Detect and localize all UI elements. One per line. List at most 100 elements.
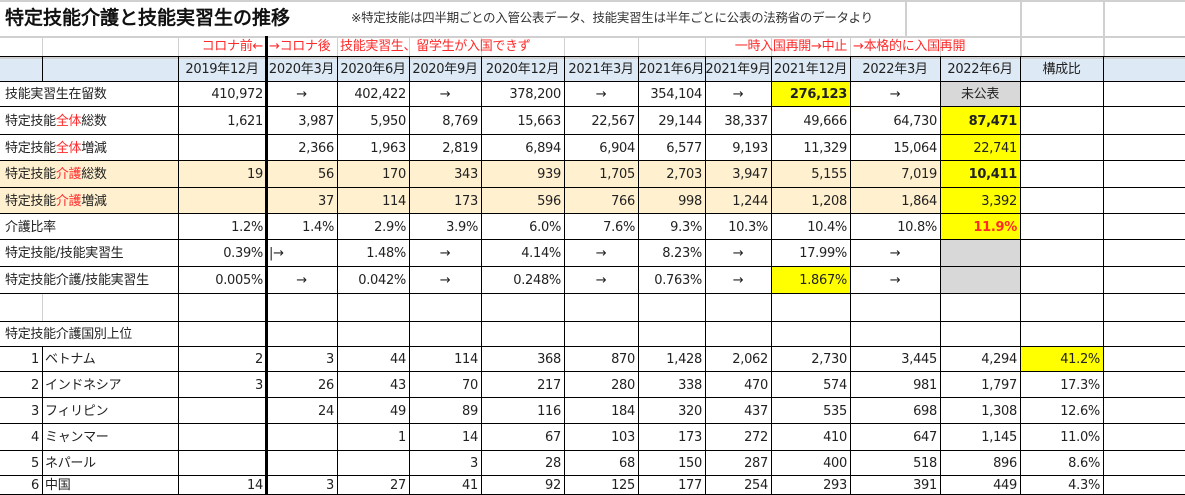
data-cell[interactable]: 9,193 <box>732 140 768 156</box>
data-cell[interactable]: 1,145 <box>981 430 1017 445</box>
data-cell[interactable]: 114 <box>454 352 478 367</box>
data-cell[interactable]: 22,741 <box>973 140 1017 156</box>
data-cell[interactable]: 410,972 <box>211 87 263 102</box>
data-cell[interactable]: 254 <box>744 478 768 493</box>
data-cell[interactable]: 2,062 <box>732 352 768 367</box>
data-cell[interactable]: 981 <box>913 377 937 393</box>
data-cell[interactable]: 41 <box>462 478 478 493</box>
data-cell[interactable]: 1,621 <box>227 113 263 129</box>
data-cell[interactable]: 2 <box>255 352 263 367</box>
data-cell[interactable]: 1,797 <box>981 377 1017 393</box>
data-cell[interactable] <box>1020 214 1103 240</box>
data-cell[interactable] <box>178 135 266 161</box>
data-cell[interactable]: 368 <box>537 352 561 367</box>
data-cell[interactable]: → <box>889 273 901 288</box>
data-cell[interactable]: 49,666 <box>803 113 847 129</box>
data-cell[interactable]: 1,963 <box>370 140 406 156</box>
data-cell[interactable]: 43 <box>390 377 406 393</box>
data-cell[interactable]: 177 <box>678 478 702 493</box>
data-cell[interactable]: 437 <box>744 403 768 419</box>
data-cell[interactable]: 1.48% <box>366 246 406 261</box>
data-cell[interactable]: → <box>296 273 307 288</box>
data-cell[interactable]: 7,019 <box>901 167 937 182</box>
data-cell[interactable]: 44 <box>390 352 406 367</box>
data-cell[interactable]: 11.0% <box>1060 430 1100 445</box>
data-cell[interactable]: 6.0% <box>529 219 561 235</box>
data-cell[interactable]: 5,950 <box>370 113 406 129</box>
data-cell[interactable]: 14 <box>247 478 263 493</box>
data-cell[interactable]: 116 <box>537 403 561 419</box>
data-cell[interactable]: 0.763% <box>654 273 702 288</box>
data-cell[interactable]: 9.3% <box>670 219 702 235</box>
data-cell[interactable]: 1.2% <box>231 219 263 235</box>
data-cell[interactable] <box>1020 267 1103 294</box>
data-cell[interactable]: 103 <box>611 430 635 445</box>
data-cell[interactable]: 4,294 <box>981 352 1017 367</box>
data-cell[interactable]: 3,445 <box>901 352 937 367</box>
data-cell[interactable]: 3 <box>326 478 334 493</box>
data-cell[interactable]: 470 <box>744 377 768 393</box>
data-cell[interactable]: 125 <box>611 478 635 493</box>
data-cell[interactable]: 391 <box>913 478 937 493</box>
data-cell[interactable]: 3,392 <box>981 193 1017 209</box>
data-cell[interactable]: |→ <box>269 246 284 261</box>
data-cell[interactable]: 10,411 <box>968 167 1018 182</box>
data-cell[interactable]: 7.6% <box>603 219 635 235</box>
data-cell[interactable]: 15,663 <box>517 113 561 129</box>
data-cell[interactable] <box>337 451 409 476</box>
data-cell[interactable] <box>940 267 1020 294</box>
data-cell[interactable]: 647 <box>913 430 937 445</box>
data-cell[interactable]: 26 <box>318 377 334 393</box>
data-cell[interactable]: 64,730 <box>893 113 937 129</box>
data-cell[interactable] <box>178 424 266 451</box>
data-cell[interactable]: 56 <box>318 167 334 182</box>
data-cell[interactable]: 3.9% <box>446 219 478 235</box>
data-cell[interactable]: 12.6% <box>1060 403 1100 419</box>
data-cell[interactable]: 2.9% <box>374 219 406 235</box>
data-cell[interactable]: 2,819 <box>442 140 478 156</box>
data-cell[interactable]: 8.23% <box>662 246 702 261</box>
data-cell[interactable]: 27 <box>390 478 406 493</box>
data-cell[interactable]: 10.8% <box>897 219 937 235</box>
data-cell[interactable]: 400 <box>823 456 847 471</box>
data-cell[interactable]: 320 <box>678 403 702 419</box>
data-cell[interactable]: 未公表 <box>960 87 1000 102</box>
data-cell[interactable]: 37 <box>318 193 334 209</box>
data-cell[interactable]: 2,703 <box>666 167 702 182</box>
data-cell[interactable] <box>1020 135 1103 161</box>
data-cell[interactable]: 19 <box>247 167 263 182</box>
data-cell[interactable]: 0.042% <box>358 273 406 288</box>
data-cell[interactable]: 293 <box>823 478 847 493</box>
data-cell[interactable] <box>1020 107 1103 135</box>
data-cell[interactable]: 698 <box>913 403 937 419</box>
data-cell[interactable]: 170 <box>382 167 406 182</box>
data-cell[interactable]: 0.248% <box>513 273 561 288</box>
data-cell[interactable]: 68 <box>619 456 635 471</box>
data-cell[interactable]: → <box>595 273 607 288</box>
data-cell[interactable]: 17.3% <box>1060 377 1100 393</box>
data-cell[interactable]: 402,422 <box>354 87 406 102</box>
data-cell[interactable]: 11,329 <box>803 140 847 156</box>
data-cell[interactable]: 1.4% <box>302 219 334 235</box>
data-cell[interactable]: 410 <box>823 430 847 445</box>
data-cell[interactable]: → <box>732 246 744 261</box>
data-cell[interactable]: 173 <box>454 193 478 209</box>
data-cell[interactable]: 8,769 <box>442 113 478 129</box>
data-cell[interactable]: 354,104 <box>650 87 702 102</box>
data-cell[interactable]: → <box>595 246 607 261</box>
data-cell[interactable]: 38,337 <box>724 113 768 129</box>
data-cell[interactable] <box>1020 82 1103 107</box>
data-cell[interactable]: 67 <box>545 430 561 445</box>
data-cell[interactable]: 3 <box>470 456 478 471</box>
data-cell[interactable]: 6,904 <box>599 140 635 156</box>
data-cell[interactable]: 343 <box>454 167 478 182</box>
data-cell[interactable]: 998 <box>678 193 702 209</box>
data-cell[interactable]: 15,064 <box>893 140 937 156</box>
data-cell[interactable]: 280 <box>611 377 635 393</box>
data-cell[interactable]: → <box>732 87 744 102</box>
data-cell[interactable]: 1,208 <box>811 193 847 209</box>
data-cell[interactable]: 3 <box>326 352 334 367</box>
data-cell[interactable]: 338 <box>678 377 702 393</box>
data-cell[interactable] <box>178 451 266 476</box>
data-cell[interactable]: 28 <box>545 456 561 471</box>
